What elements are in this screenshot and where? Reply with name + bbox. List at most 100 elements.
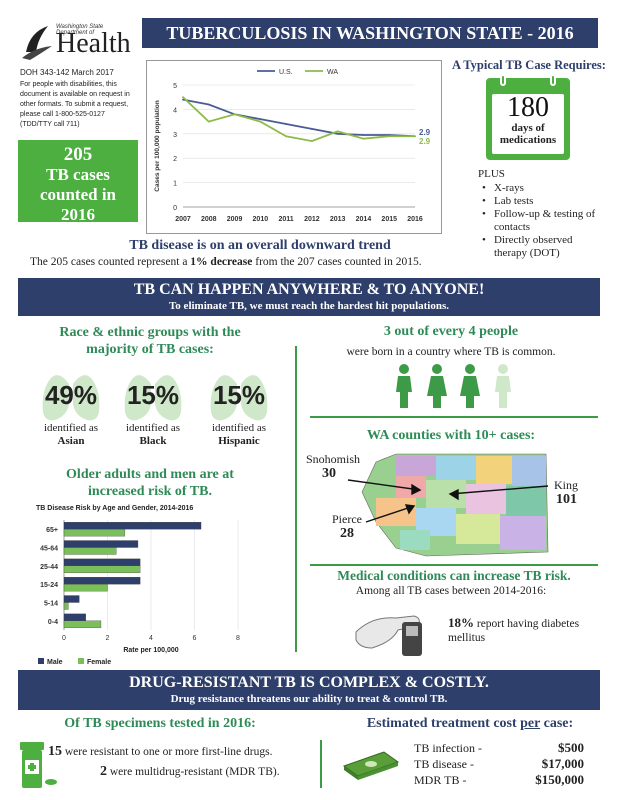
bar-female-45-64: [63, 547, 117, 555]
accessibility-note: For people with disabilities, this docum…: [20, 81, 130, 128]
list-item: • X-rays: [482, 182, 524, 194]
x-tick-label: 2008: [201, 216, 217, 223]
bar-male-25-44: [63, 558, 141, 566]
cost-row: MDR TB - $150,000: [414, 772, 584, 787]
race-heading: Race & ethnic groups with the majority o…: [59, 325, 241, 357]
cases-count: 205: [63, 144, 93, 165]
legend-label: Female: [87, 659, 111, 666]
data-point: [362, 137, 365, 140]
older-heading: Older adults and men are at increased ri…: [66, 467, 234, 499]
x-tick-label: 8: [236, 635, 240, 642]
x-axis-label: Rate per 100,000: [123, 647, 178, 654]
money-stack-icon: [340, 742, 400, 782]
cases-box: 205 TB cases counted in 2016: [18, 140, 138, 224]
data-point: [182, 98, 184, 101]
bar-male-45-64: [63, 540, 139, 548]
legend-label: U.S.: [279, 69, 293, 76]
column-divider: [295, 346, 297, 652]
banner-title: TB CAN HAPPEN ANYWHERE & TO ANYONE!: [133, 281, 485, 298]
x-tick-label: 2009: [227, 216, 243, 223]
race-pct: 49%: [44, 380, 98, 410]
legend-label: WA: [327, 69, 338, 76]
y-axis-label: Cases per 100,000 population: [154, 100, 161, 191]
agency-name: Health: [56, 28, 131, 59]
category-label: 5-14: [44, 601, 58, 608]
x-tick-label: 2007: [175, 216, 191, 223]
bar-female-0-4: [63, 620, 102, 628]
bar-female-5-14: [63, 602, 69, 610]
lungs-icon: [124, 366, 182, 421]
cases-text: TB cases counted in 2016: [39, 165, 117, 224]
person-icon: [495, 364, 511, 408]
race-name: Hispanic: [218, 435, 260, 447]
x-tick-label: 0: [62, 635, 66, 642]
born-text: were born in a country where TB is commo…: [346, 346, 556, 358]
x-tick-label: 6: [193, 635, 197, 642]
born-heading: 3 out of every 4 people: [383, 324, 519, 339]
bottom-divider: [320, 740, 322, 788]
chart-title: TB Disease Risk by Age and Gender, 2014-…: [36, 505, 193, 512]
resistant-count: 15: [48, 744, 62, 759]
glucose-meter-icon: [352, 602, 432, 658]
diabetes-pct: 18%: [448, 615, 474, 630]
category-label: 65+: [46, 527, 58, 534]
doh-logo-mark-icon: [22, 26, 52, 60]
bar-female-65+: [63, 529, 126, 537]
county-king-count: 101: [556, 492, 577, 507]
bar-female-15-24: [63, 584, 108, 592]
data-point: [259, 118, 262, 121]
bar-male-15-24: [63, 577, 141, 585]
mdr-count: 2: [100, 764, 107, 779]
cost-heading: Estimated treatment cost per case:: [366, 716, 574, 731]
trend-decrease: 1% decrease: [190, 256, 253, 268]
list-item: • Directly observed therapy (DOT): [482, 234, 573, 259]
data-point: [388, 135, 391, 138]
medical-heading: Medical conditions can increase TB risk.: [337, 568, 571, 583]
cost-row: TB disease - $17,000: [414, 756, 584, 771]
category-label: 45-64: [40, 546, 58, 553]
data-point: [310, 140, 313, 143]
race-label: identified as: [43, 422, 99, 434]
pill-bottle-icon: [18, 738, 58, 790]
y-tick-label: 1: [173, 181, 177, 188]
data-point: [207, 120, 210, 123]
arrow-king: [449, 485, 549, 495]
y-tick-label: 4: [173, 107, 177, 114]
wa-county-map: [356, 452, 556, 562]
list-item: • Lab tests: [482, 195, 534, 207]
age-gender-chart: TB Disease Risk by Age and Gender, 2014-…: [34, 500, 274, 668]
race-name: Black: [139, 435, 167, 447]
x-tick-label: 2016: [407, 216, 423, 223]
category-label: 0-4: [48, 619, 58, 626]
typical-case-heading: A Typical TB Case Requires:: [452, 58, 606, 72]
bar-male-0-4: [63, 613, 86, 621]
list-item: • Follow-up & testing of contacts: [482, 208, 596, 233]
specimens-line1: 15 were resistant to one or more first-l…: [48, 744, 273, 759]
data-point: [207, 103, 210, 106]
x-tick-label: 2: [106, 635, 110, 642]
section-divider: [310, 564, 598, 566]
typical-case-list: • X-rays • Lab tests • Follow-up & testing …: [482, 182, 604, 260]
data-point: [362, 134, 365, 136]
y-tick-label: 5: [173, 83, 177, 90]
bar-male-5-14: [63, 595, 80, 603]
x-tick-label: 2013: [330, 216, 346, 223]
calendar-icon: 180 days of medications: [486, 74, 570, 160]
county-king-name: King: [554, 478, 578, 492]
data-point: [414, 135, 416, 138]
trend-text: The 205 cases counted represent a 1% dec…: [30, 256, 422, 268]
age-gender-bar-chart: TB Disease Risk by Age and Gender, 2014-…: [36, 505, 240, 666]
trend-line-chart: 0 1 2 3 4 5 2007 2008 2009 2010 2011 2012 2013 2014 20…: [154, 69, 431, 223]
bar-male-65+: [63, 522, 202, 530]
days-unit: days of medications: [499, 122, 557, 146]
banner-subtitle: To eliminate TB, we must reach the harde…: [168, 300, 450, 312]
race-pct: 15%: [212, 380, 266, 410]
race-label: identified as: [125, 422, 181, 434]
county-snohomish-name: Snohomish: [306, 452, 361, 466]
cost-row: TB infection - $500: [414, 740, 584, 755]
cost-table: TB infection - $500 TB disease - $17,000 M…: [414, 740, 584, 788]
data-point: [233, 113, 236, 116]
counties-heading: WA counties with 10+ cases:: [366, 428, 536, 443]
race-group-asian: 49% identified as Asian: [26, 364, 116, 454]
category-label: 25-44: [40, 564, 58, 571]
